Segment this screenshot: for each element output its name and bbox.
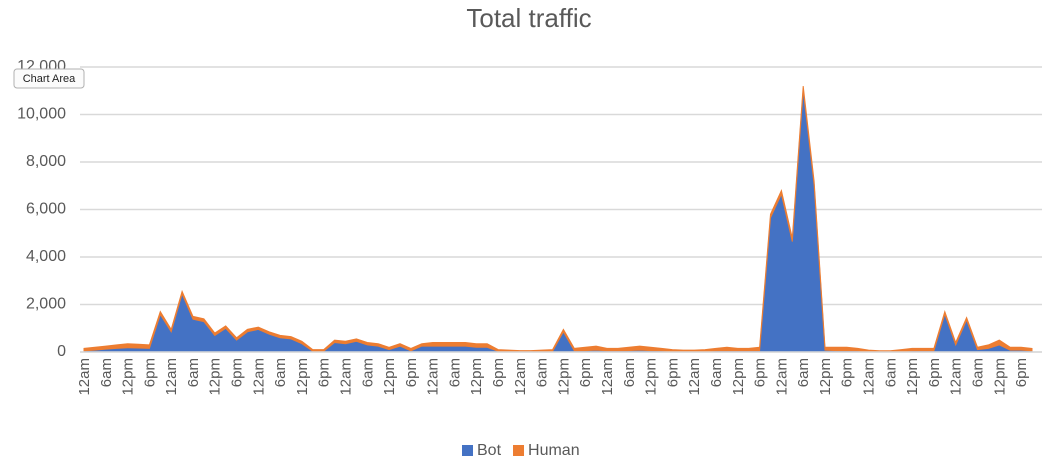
x-tick-label: 6am [98, 358, 115, 387]
y-tick-label: 0 [57, 343, 66, 360]
x-tick-label: 12am [337, 358, 354, 396]
tooltip-text: Chart Area [23, 73, 76, 85]
x-tick-label: 6am [446, 358, 463, 387]
area-bot [83, 89, 1033, 353]
chart-title: Total traffic [466, 3, 591, 33]
x-tick-label: 12pm [294, 358, 311, 396]
y-tick-label: 2,000 [26, 296, 66, 313]
x-tick-label: 12pm [730, 358, 747, 396]
x-tick-label: 6pm [577, 358, 594, 387]
x-tick-label: 6pm [490, 358, 507, 387]
x-tick-label: 6am [359, 358, 376, 387]
tooltip: Chart Area [13, 68, 85, 89]
x-tick-label: 12am [425, 358, 442, 396]
x-tick-label: 12am [163, 358, 180, 396]
x-tick-label: 6am [795, 358, 812, 387]
x-tick-label: 12am [861, 358, 878, 396]
x-tick-label: 12pm [207, 358, 224, 396]
x-tick-label: 6am [272, 358, 289, 387]
x-tick-label: 12am [76, 358, 93, 396]
tooltip-box [13, 68, 85, 89]
x-tick-label: 12pm [468, 358, 485, 396]
x-tick-label: 6am [882, 358, 899, 387]
x-tick-label: 12pm [643, 358, 660, 396]
y-tick-label: 4,000 [26, 248, 66, 265]
x-tick-label: 6pm [141, 358, 158, 387]
x-tick-label: 6pm [664, 358, 681, 387]
x-tick-label: 12pm [555, 358, 572, 396]
x-tick-label: 6am [621, 358, 638, 387]
x-tick-label: 12am [686, 358, 703, 396]
x-tick-label: 6am [969, 358, 986, 387]
x-tick-label: 12am [250, 358, 267, 396]
x-tick-label: 6pm [839, 358, 856, 387]
x-tick-label: 6pm [752, 358, 769, 387]
x-tick-label: 12pm [991, 358, 1008, 396]
x-tick-label: 12pm [904, 358, 921, 396]
x-tick-label: 12am [948, 358, 965, 396]
y-tick-label: 8,000 [26, 153, 66, 170]
legend-label: Bot [477, 442, 502, 459]
legend-label: Human [528, 442, 580, 459]
legend-swatch [462, 445, 473, 456]
x-tick-label: 6pm [316, 358, 333, 387]
x-tick-label: 6pm [229, 358, 246, 387]
x-tick-label: 12am [773, 358, 790, 396]
x-tick-label: 12pm [381, 358, 398, 396]
x-tick-label: 6pm [926, 358, 943, 387]
legend-swatch [513, 445, 525, 456]
y-tick-label: 6,000 [26, 201, 66, 218]
x-tick-label: 12pm [817, 358, 834, 396]
x-tick-label: 6pm [403, 358, 420, 387]
x-tick-label: 6am [708, 358, 725, 387]
x-tick-label: 12pm [120, 358, 137, 396]
y-tick-label: 10,000 [17, 106, 66, 123]
x-tick-label: 12am [512, 358, 529, 396]
area-human [83, 85, 1033, 353]
x-tick-label: 12am [599, 358, 616, 396]
x-tick-label: 6am [185, 358, 202, 387]
x-tick-label: 6am [534, 358, 551, 387]
x-tick-label: 6pm [1013, 358, 1030, 387]
